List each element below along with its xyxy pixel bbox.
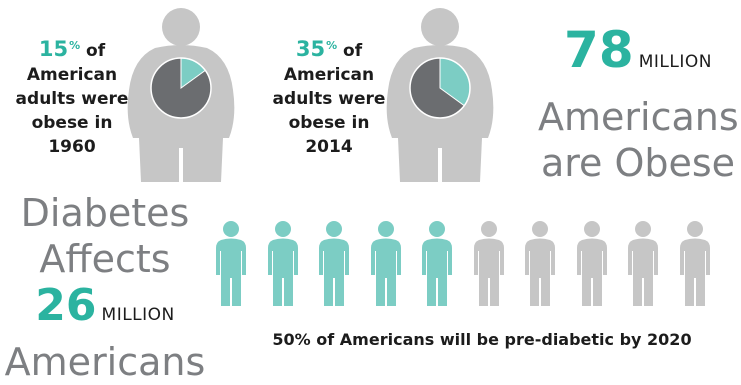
stat-2014-line4: obese in 2014 [288, 113, 370, 157]
stat-1960-line4: obese in 1960 [31, 113, 113, 157]
stat-2014-line3: adults were [272, 89, 386, 109]
stat-1960-line3: adults were [15, 89, 129, 109]
obese-total-line2: are Obese [540, 141, 736, 185]
diabetes-line2: Affects [39, 237, 171, 281]
obese-total-unit: MILLION [638, 52, 712, 72]
stat-2014-percent-sign: % [326, 39, 338, 52]
pie-chart-2014 [409, 57, 471, 119]
diabetes-line3: Americans [4, 340, 206, 384]
person-icon [679, 221, 710, 306]
diabetes-block: Diabetes Affects 26 MILLION Americans [0, 190, 210, 385]
person-icon-prediabetic [267, 221, 298, 306]
obese-total-line1: Americans [538, 95, 739, 139]
stat-2014: 35% of American adults were obese in 201… [265, 34, 393, 159]
obese-figure-2014 [386, 8, 494, 182]
stat-2014-line1: of [343, 41, 363, 61]
obese-total-block: 78 MILLION Americans are Obese [538, 21, 739, 186]
stat-1960: 15% of American adults were obese in 196… [8, 34, 136, 159]
pie-chart-1960 [150, 57, 212, 119]
stat-2014-percent: 35 [295, 37, 326, 61]
person-icon [525, 221, 555, 306]
person-icon-prediabetic [422, 221, 452, 306]
stat-1960-percent-sign: % [69, 39, 81, 52]
stat-1960-line2: American [26, 65, 118, 85]
diabetes-line1: Diabetes [20, 191, 190, 235]
diabetes-number: 26 [35, 280, 97, 331]
person-icon [473, 221, 504, 306]
person-icon [576, 221, 607, 306]
people-row [216, 220, 736, 310]
obese-figure-1960 [127, 8, 235, 182]
stat-2014-line2: American [283, 65, 375, 85]
person-icon-prediabetic [370, 221, 401, 306]
obese-total-number: 78 [564, 21, 634, 79]
person-icon [628, 221, 658, 306]
prediabetic-caption: 50% of Americans will be pre-diabetic by… [272, 330, 692, 349]
stat-1960-percent: 15 [38, 37, 69, 61]
person-icon-prediabetic [216, 221, 246, 306]
diabetes-unit: MILLION [101, 305, 175, 325]
person-icon-prediabetic [319, 221, 349, 306]
stat-1960-line1: of [86, 41, 106, 61]
